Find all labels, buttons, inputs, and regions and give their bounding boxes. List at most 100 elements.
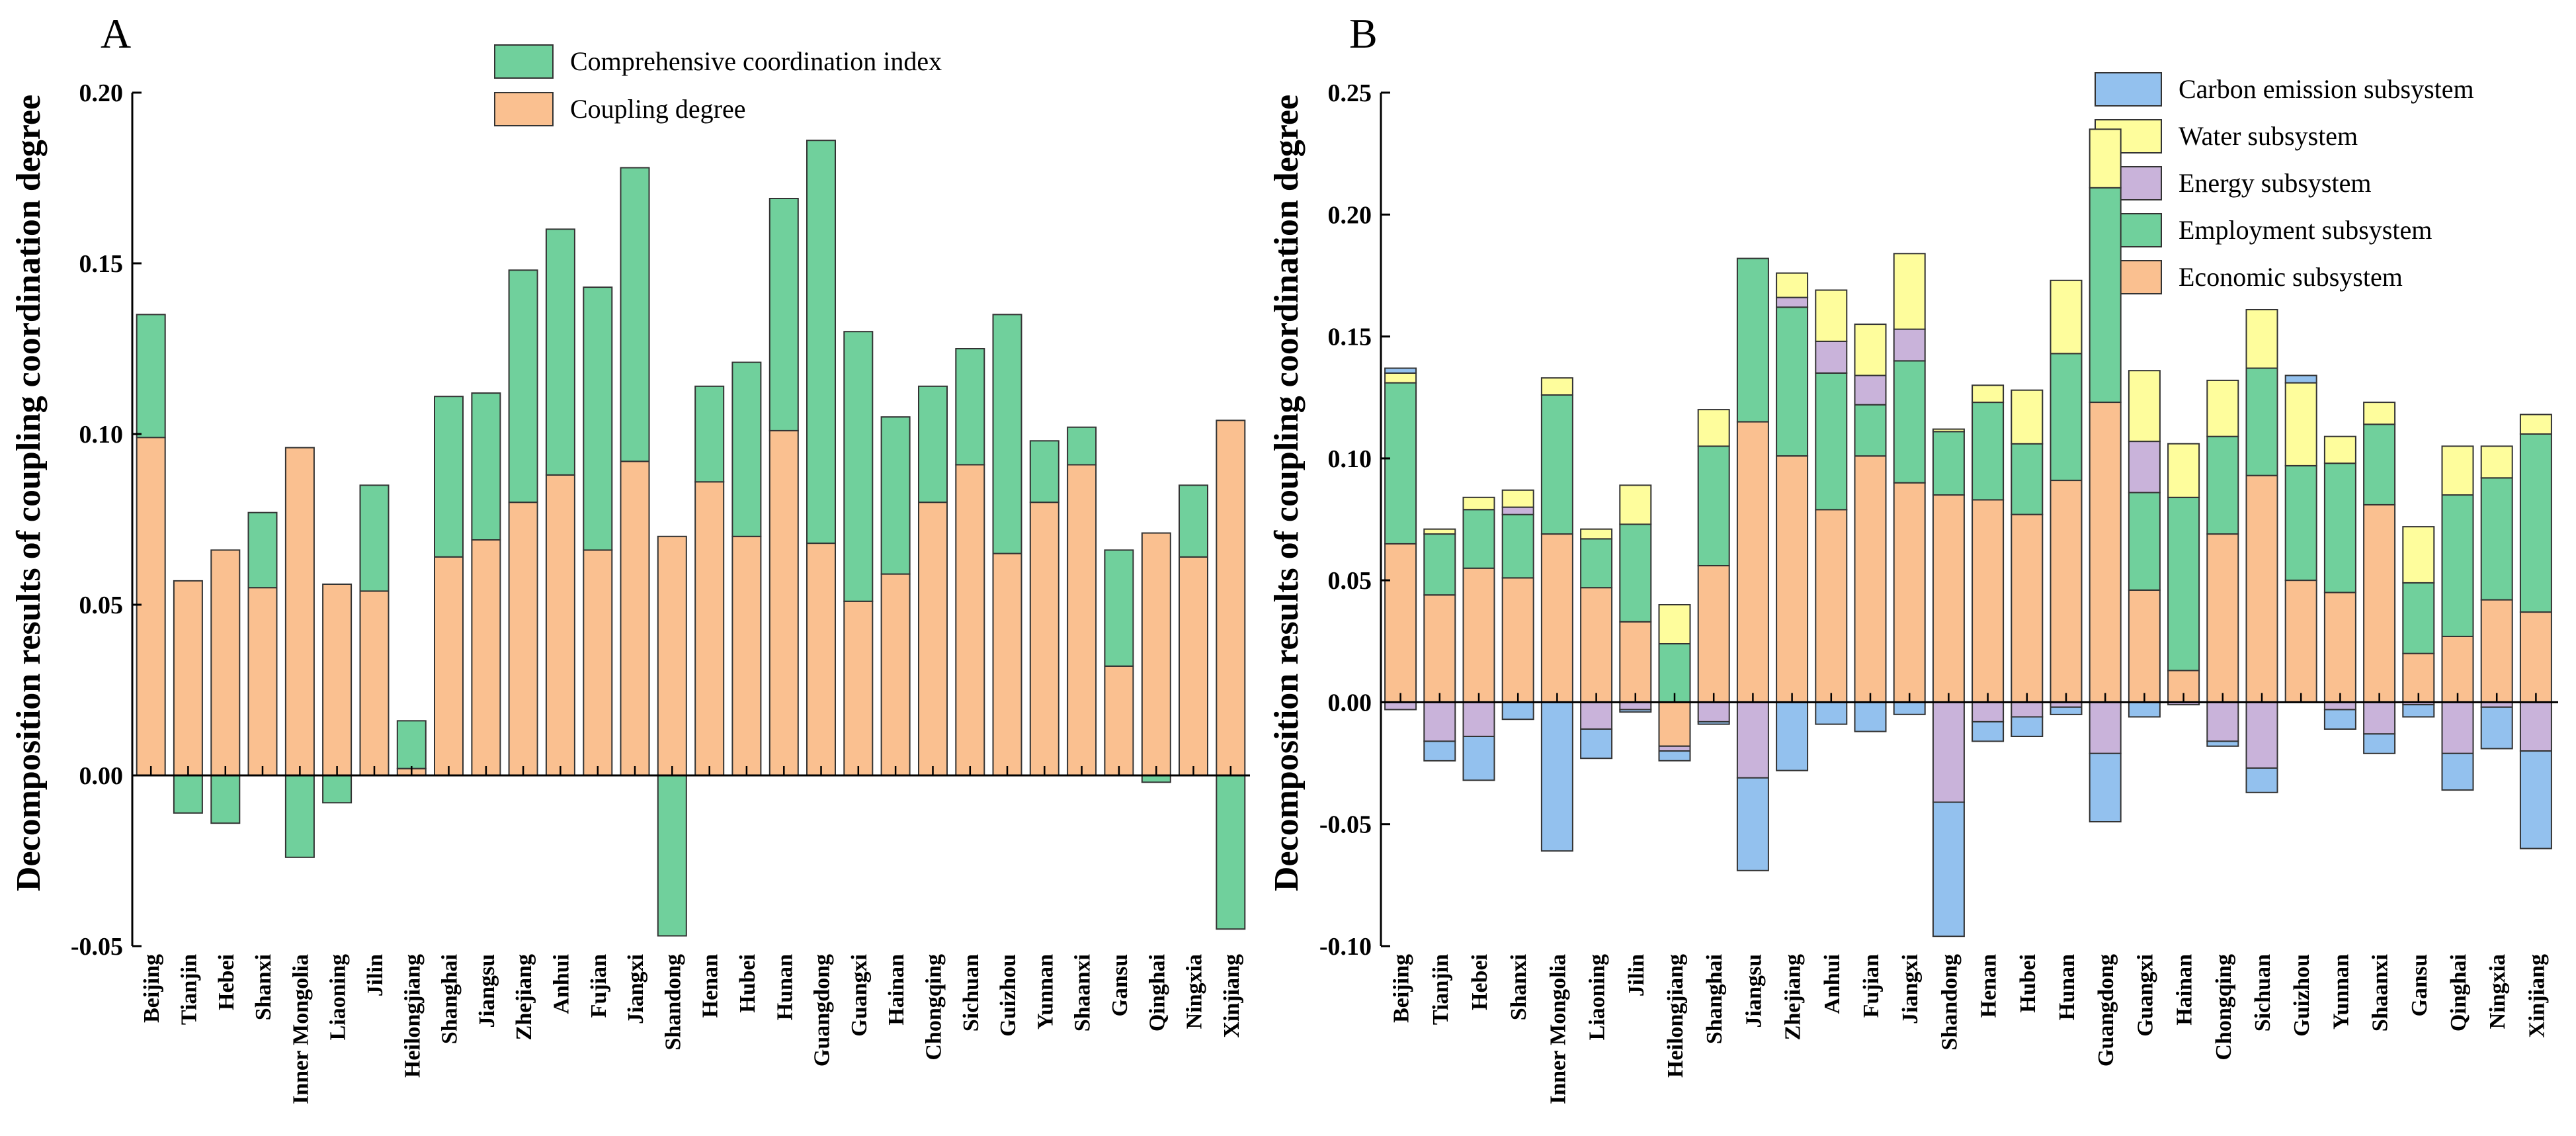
panel-b-x-tick-label: Qinghai bbox=[2446, 954, 2471, 1031]
panel-a-x-tick-label: Jiangsu bbox=[475, 954, 499, 1028]
panel-a-x-tick-label: Shanxi bbox=[251, 954, 276, 1020]
panel-b-x-tick-label: Guangxi bbox=[2133, 954, 2157, 1037]
panel-b-bar-guangdong-carbon-emission-subsystem bbox=[2089, 752, 2122, 823]
panel-b-bar-chongqing-employment-subsystem bbox=[2206, 435, 2239, 535]
panel-a-bar-zhejiang-comprehensive-coordination-index bbox=[508, 269, 538, 503]
panel-a-bar-yunnan-coupling-degree bbox=[1029, 502, 1059, 776]
panel-b-bar-hainan-employment-subsystem bbox=[2167, 496, 2200, 672]
panel-a-x-tick-label: Anhui bbox=[549, 954, 573, 1014]
panel-b-y-tick-label: 0.00 bbox=[1328, 689, 1372, 717]
panel-b-bar-hunan-employment-subsystem bbox=[2050, 353, 2083, 482]
panel-a-bar-guangxi-comprehensive-coordination-index bbox=[843, 331, 874, 602]
panel-b-bar-hunan-water-subsystem bbox=[2050, 279, 2083, 355]
panel-b-y-tick-label: -0.05 bbox=[1319, 811, 1372, 839]
panel-a-bar-jiangsu-comprehensive-coordination-index bbox=[471, 392, 501, 541]
panel-b-x-tick-label: Guizhou bbox=[2290, 954, 2314, 1037]
panel-b-legend-label: Employment subsystem bbox=[2179, 215, 2432, 245]
panel-b-bar-shanghai-economic-subsystem bbox=[1697, 565, 1730, 703]
panel-b-bar-anhui-economic-subsystem bbox=[1815, 509, 1848, 703]
panel-a-x-tick-label: Beijing bbox=[140, 954, 164, 1023]
panel-b-bar-hainan-water-subsystem bbox=[2167, 443, 2200, 498]
panel-b-x-tick-label: Beijing bbox=[1390, 954, 1414, 1023]
panel-b-bar-henan-carbon-emission-subsystem bbox=[1972, 721, 2005, 742]
panel-a-bar-ningxia-coupling-degree bbox=[1179, 556, 1208, 776]
panel-b-x-tick-label: Shandong bbox=[1937, 954, 1962, 1051]
panel-a-x-tick-label: Qinghai bbox=[1145, 954, 1169, 1031]
panel-b-bar-hebei-water-subsystem bbox=[1462, 496, 1495, 511]
panel-b-bar-anhui-water-subsystem bbox=[1815, 289, 1848, 342]
panel-a-bar-fujian-coupling-degree bbox=[583, 549, 613, 777]
panel-b-bar-hunan-economic-subsystem bbox=[2050, 480, 2083, 703]
panel-b-x-tick-label: Liaoning bbox=[1585, 954, 1610, 1040]
panel-b-bar-fujian-energy-subsystem bbox=[1854, 374, 1887, 406]
panel-b-bar-shaanxi-water-subsystem bbox=[2363, 402, 2396, 425]
panel-b-bar-hubei-water-subsystem bbox=[2011, 389, 2044, 445]
panel-b-bar-zhejiang-energy-subsystem bbox=[1776, 296, 1809, 308]
panel-b-bar-fujian-water-subsystem bbox=[1854, 324, 1887, 376]
panel-b-bar-jilin-employment-subsystem bbox=[1619, 523, 1652, 623]
panel-b-bar-jilin-water-subsystem bbox=[1619, 484, 1652, 525]
panel-b-bar-inner-mongolia-carbon-emission-subsystem bbox=[1540, 701, 1573, 852]
panel-b-bar-yunnan-economic-subsystem bbox=[2323, 591, 2356, 703]
panel-b-bar-hebei-employment-subsystem bbox=[1462, 509, 1495, 569]
panel-b-bar-hebei-economic-subsystem bbox=[1462, 567, 1495, 703]
panel-b-x-tick-label: Hunan bbox=[2055, 954, 2079, 1020]
panel-a-bar-hunan-comprehensive-coordination-index bbox=[769, 198, 799, 431]
panel-b-bar-fujian-carbon-emission-subsystem bbox=[1854, 701, 1887, 732]
panel-b-legend: Carbon emission subsystem Water subsystem… bbox=[2095, 72, 2474, 294]
panel-b-bar-liaoning-water-subsystem bbox=[1580, 528, 1613, 540]
panel-b-bar-shanghai-carbon-emission-subsystem bbox=[1697, 721, 1730, 725]
panel-b-x-tick-label: Tianjin bbox=[1429, 954, 1453, 1025]
panel-a-bar-jiangxi-comprehensive-coordination-index bbox=[620, 167, 650, 462]
panel-a-bar-sichuan-coupling-degree bbox=[955, 464, 985, 777]
panel-a-letter: A bbox=[101, 10, 131, 57]
panel-a-x-tick-label: Hunan bbox=[772, 954, 797, 1020]
panel-a-bar-shanxi-comprehensive-coordination-index bbox=[247, 511, 278, 589]
panel-b-bar-gansu-employment-subsystem bbox=[2402, 582, 2435, 654]
panel-b-x-tick-label: Xinjiang bbox=[2524, 954, 2549, 1038]
panel-b-bar-jilin-carbon-emission-subsystem bbox=[1619, 709, 1652, 713]
panel-a-bar-qinghai-coupling-degree bbox=[1141, 532, 1171, 776]
panel-a-y-tick-label: 0.00 bbox=[79, 762, 124, 790]
panel-a-series-coupling-degree bbox=[136, 419, 1246, 777]
panel-a-bar-beijing-coupling-degree bbox=[136, 437, 166, 776]
panel-b-bar-beijing-employment-subsystem bbox=[1384, 382, 1417, 545]
panel-b-bar-shaanxi-energy-subsystem bbox=[2363, 701, 2396, 735]
panel-a-bar-shanghai-coupling-degree bbox=[434, 556, 464, 776]
panel-a-bar-tianjin-comprehensive-coordination-index bbox=[173, 775, 203, 814]
panel-b-x-tick-label: Yunnan bbox=[2329, 954, 2353, 1029]
panel-b-bar-chongqing-energy-subsystem bbox=[2206, 701, 2239, 742]
panel-a-bar-inner-mongolia-coupling-degree bbox=[284, 447, 315, 776]
panel-a-x-tick-label: Ningxia bbox=[1183, 954, 1207, 1029]
panel-b-bar-hubei-economic-subsystem bbox=[2011, 513, 2044, 703]
panel-b-bar-guangdong-employment-subsystem bbox=[2089, 187, 2122, 403]
panel-b-bar-guangxi-energy-subsystem bbox=[2128, 441, 2161, 494]
panel-b-bar-qinghai-employment-subsystem bbox=[2441, 494, 2474, 637]
panel-a-bar-shaanxi-comprehensive-coordination-index bbox=[1067, 426, 1097, 466]
panel-b-bar-tianjin-water-subsystem bbox=[1423, 528, 1456, 535]
panel-a-bar-shandong-comprehensive-coordination-index bbox=[657, 775, 687, 937]
panel-b-bar-guangxi-water-subsystem bbox=[2128, 370, 2161, 443]
panel-b-letter: B bbox=[1349, 10, 1378, 57]
panel-a-legend-swatch bbox=[494, 44, 554, 79]
panel-b-bar-jiangsu-energy-subsystem bbox=[1736, 701, 1769, 779]
panel-b-bar-zhejiang-water-subsystem bbox=[1776, 272, 1809, 298]
panel-a-x-tick-label: Yunnan bbox=[1033, 954, 1058, 1029]
panel-a-bar-qinghai-comprehensive-coordination-index bbox=[1141, 775, 1171, 783]
panel-a-legend-label: Coupling degree bbox=[570, 94, 746, 124]
panel-a-bar-jiangsu-coupling-degree bbox=[471, 539, 501, 776]
panel-b-bar-hunan-carbon-emission-subsystem bbox=[2050, 706, 2083, 715]
panel-b-legend-label: Energy subsystem bbox=[2179, 168, 2371, 198]
panel-b-bar-xinjiang-energy-subsystem bbox=[2519, 701, 2552, 752]
panel-b-bar-guangxi-economic-subsystem bbox=[2128, 589, 2161, 703]
panel-a-bar-shanghai-comprehensive-coordination-index bbox=[434, 396, 464, 558]
panel-b-bar-gansu-water-subsystem bbox=[2402, 526, 2435, 584]
panel-b-bar-jiangsu-employment-subsystem bbox=[1736, 257, 1769, 423]
panel-a-x-tick-label: Shaanxi bbox=[1071, 954, 1095, 1031]
panel-b: B Decomposition results of coupling coor… bbox=[1268, 10, 2558, 1104]
panel-a-legend: Comprehensive coordination index Coupling… bbox=[494, 44, 942, 126]
panel-a-bar-guizhou-coupling-degree bbox=[992, 552, 1022, 776]
panel-a-bar-hebei-coupling-degree bbox=[210, 549, 241, 777]
panel-b-x-tick-label: Jiangxi bbox=[1898, 954, 1923, 1024]
